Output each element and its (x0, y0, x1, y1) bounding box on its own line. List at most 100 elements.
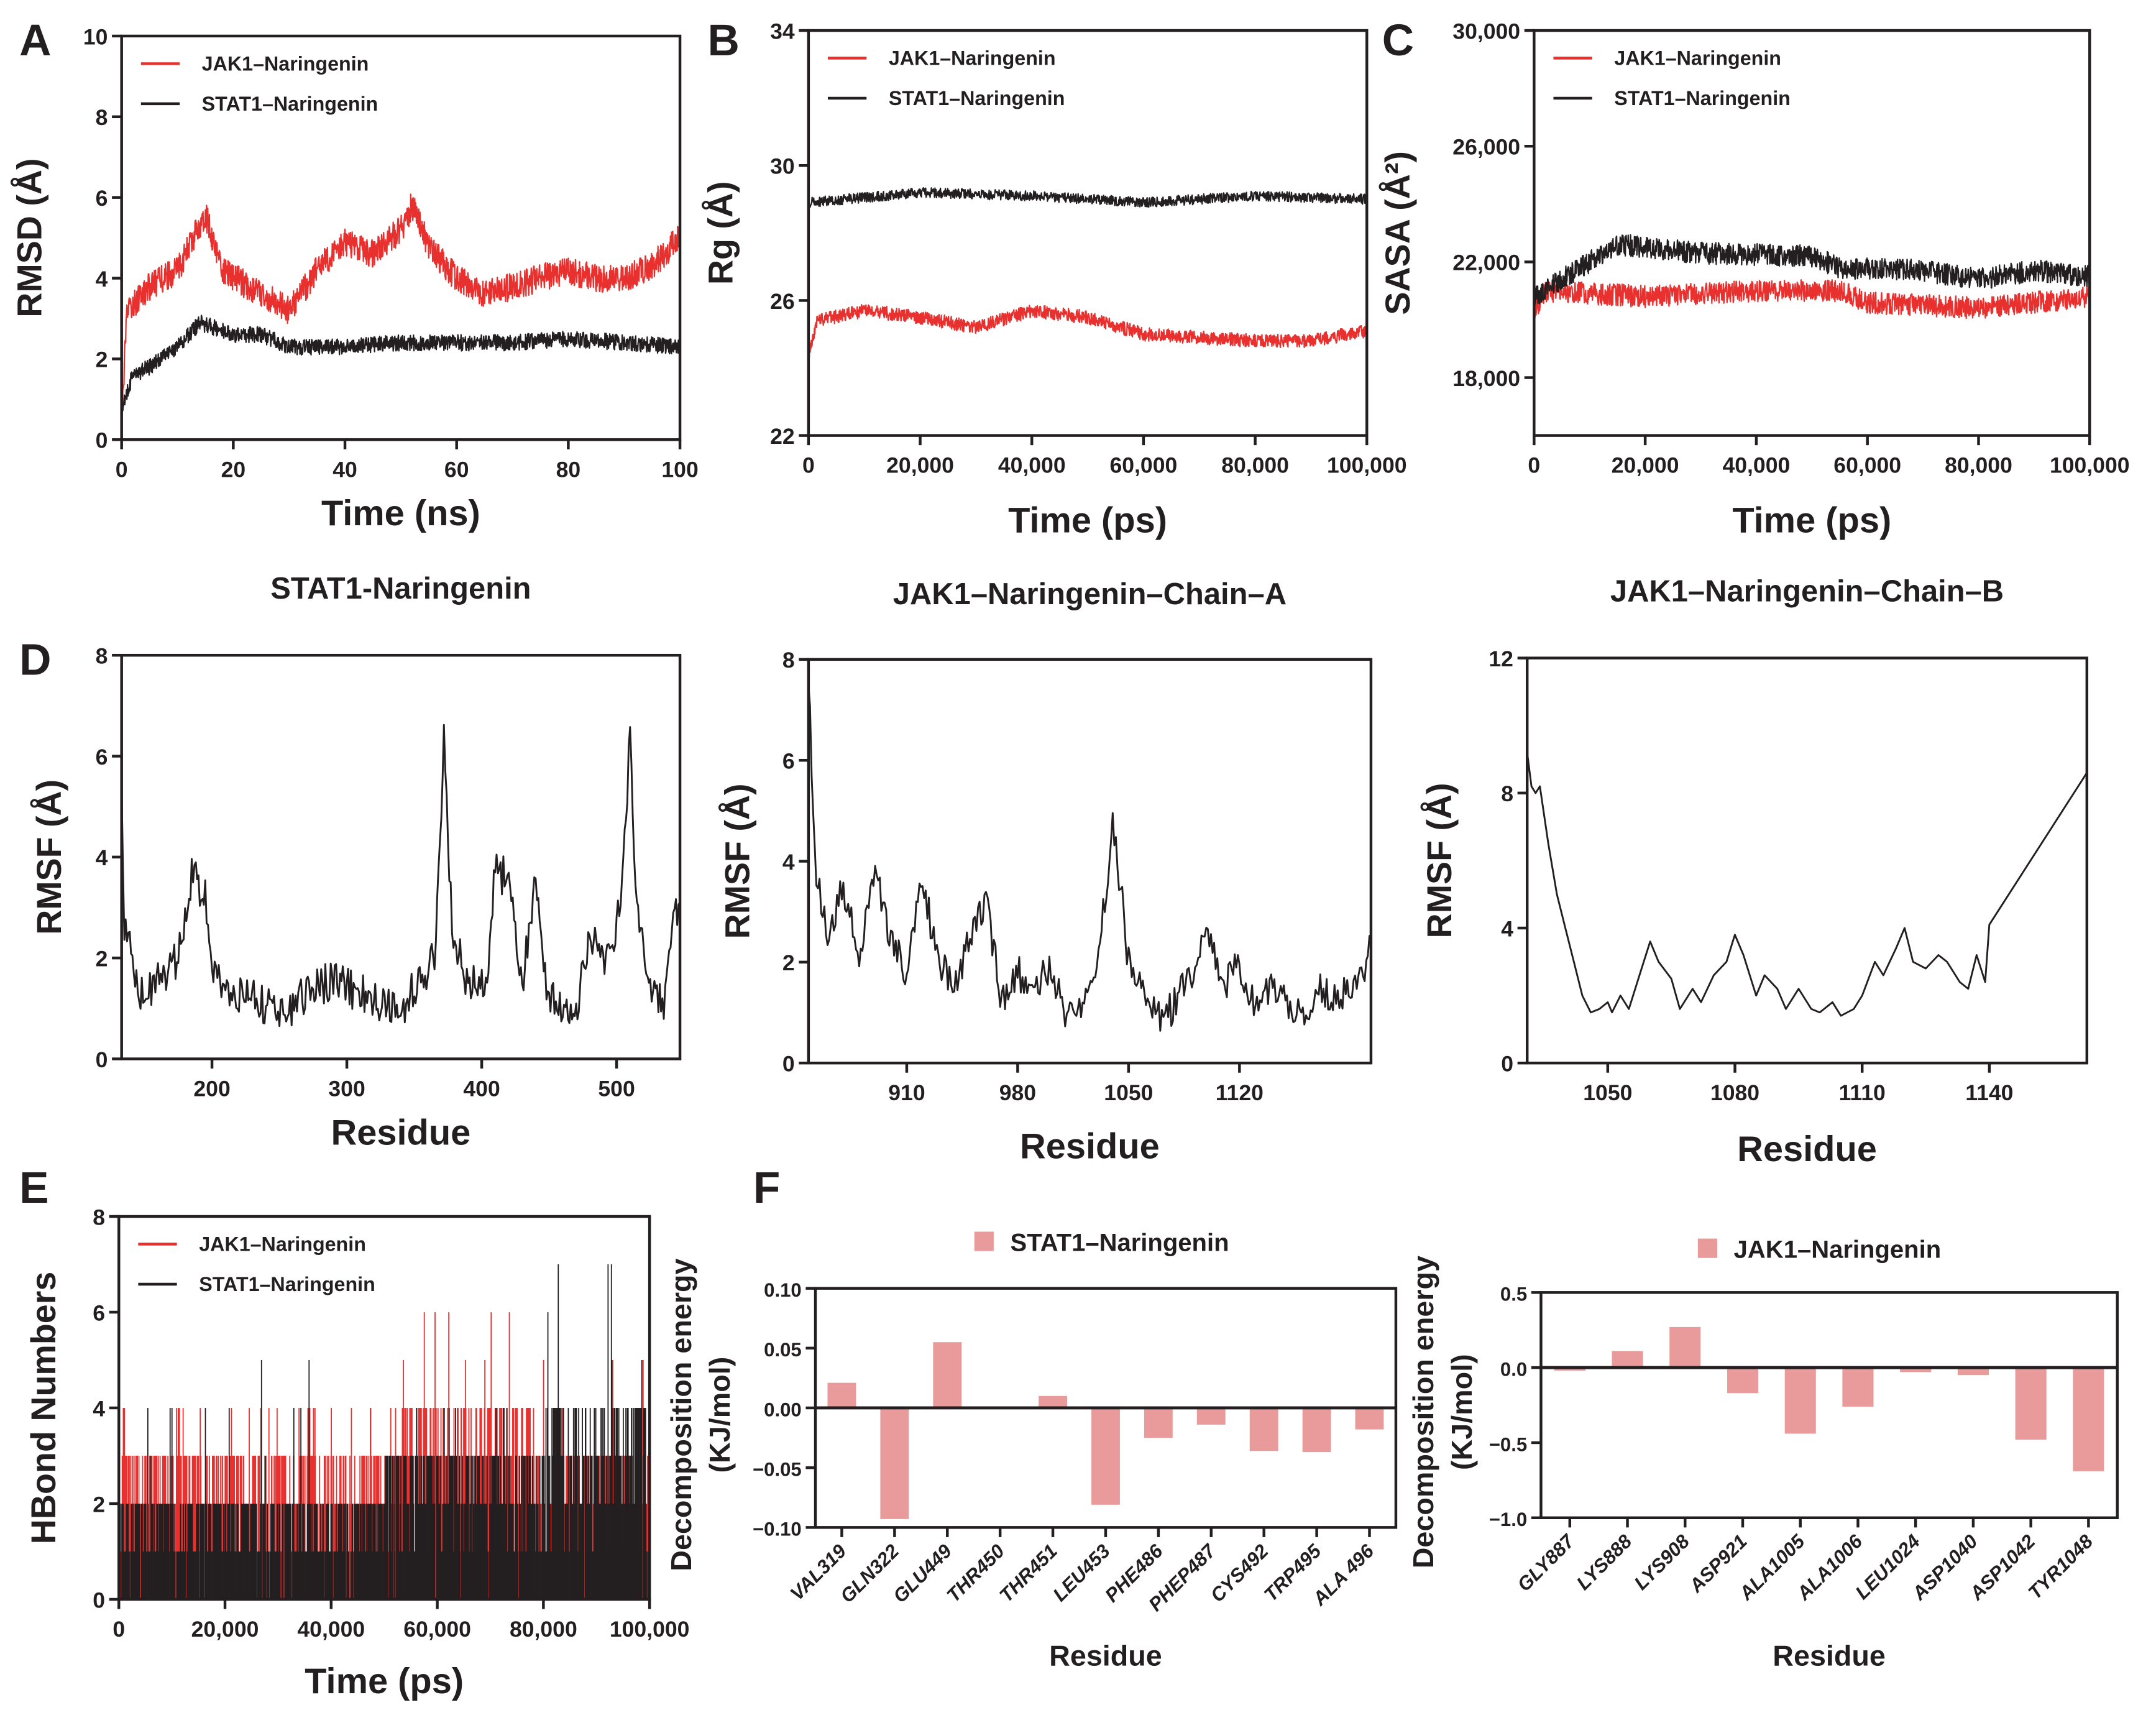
x-tick-label: LYS908 (1630, 1530, 1694, 1594)
plot-area (118, 1264, 650, 1599)
bar-asp1040 (1957, 1368, 1989, 1376)
y-tick-label: 0 (96, 1047, 108, 1072)
x-axis-label: Time (ns) (321, 494, 480, 533)
x-tick-label: 40,000 (1723, 453, 1791, 478)
plot-area (1533, 234, 2091, 319)
y-axis-label: (KJ/mol) (1446, 1354, 1478, 1470)
y-tick-label: 8 (93, 1205, 105, 1230)
panel-letter: B (708, 16, 740, 65)
plot-frame (1533, 29, 2091, 437)
y-tick-label: 0.0 (1500, 1358, 1527, 1380)
bar-asp921 (1727, 1368, 1759, 1394)
plot-area (1554, 1326, 2104, 1471)
x-axis-label: Residue (331, 1113, 470, 1152)
panel-letter: F (753, 1164, 780, 1213)
x-tick-label: 40 (333, 457, 357, 482)
x-tick-label: 80 (556, 457, 581, 482)
legend-label: STAT1–Naringenin (1011, 1230, 1229, 1257)
x-tick-label: 0 (116, 457, 128, 482)
y-tick-label: 0.10 (764, 1279, 802, 1301)
panel-d3: JAK1–Naringenin–Chain–B 0 4 8 12 1050 1080 1110… (1420, 574, 2089, 1169)
panel-b: B 22 26 30 34 0 20,000 40,000 60,000 80,000 100,00… (702, 16, 1407, 540)
legend-label: JAK1–Naringenin (1734, 1236, 1942, 1264)
bar-glu449 (933, 1342, 962, 1408)
y-tick-label: 0.5 (1500, 1284, 1527, 1305)
y-tick-label: 4 (782, 850, 795, 875)
y-tick-label: −0.05 (753, 1459, 802, 1481)
legend-swatch (1697, 1238, 1717, 1258)
x-tick-label: 40,000 (297, 1617, 365, 1642)
x-tick-label: 910 (888, 1080, 925, 1105)
y-axis-label: HBond Numbers (24, 1272, 63, 1544)
bar-lys908 (1669, 1326, 1701, 1368)
bar-val319 (827, 1382, 856, 1408)
x-tick-label: 40,000 (998, 453, 1066, 478)
x-axis-label: Time (ps) (305, 1662, 464, 1701)
y-tick-label: 2 (96, 347, 108, 372)
y-tick-label: 2 (93, 1492, 105, 1517)
plot-frame (1539, 1291, 2119, 1519)
panel-letter: A (19, 16, 51, 65)
y-tick-label: 4 (93, 1396, 105, 1421)
plot-area (121, 193, 681, 418)
y-tick-label: 8 (782, 648, 795, 673)
x-tick-label: 60,000 (1110, 453, 1178, 478)
y-axis-label: RMSD (Å) (11, 158, 49, 317)
x-tick-label: LYS888 (1572, 1530, 1636, 1594)
bar-ala1006 (1842, 1368, 1874, 1407)
y-tick-label: 0 (1501, 1052, 1513, 1077)
y-tick-label: 6 (96, 186, 108, 211)
panel-letter: D (19, 635, 51, 684)
legend-label: JAK1–Naringenin (202, 53, 369, 75)
bar-cys492 (1249, 1407, 1278, 1451)
legend-label: JAK1–Naringenin (889, 47, 1056, 70)
plot-frame (120, 34, 682, 441)
x-tick-label: 20,000 (1612, 453, 1679, 478)
panel-c: C 18,000 22,000 26,000 30,000 0 20,000 40,000 60… (1378, 16, 2129, 540)
y-tick-label: 34 (770, 19, 795, 44)
x-tick-label: 80,000 (1945, 453, 2012, 478)
y-tick-label: 26,000 (1452, 135, 1520, 160)
y-tick-label: 4 (1501, 916, 1513, 941)
x-tick-label: 400 (463, 1077, 500, 1101)
y-tick-label: 0.00 (764, 1399, 802, 1420)
y-tick-label: 6 (96, 745, 108, 770)
x-tick-label: 1050 (1104, 1080, 1153, 1105)
y-tick-label: −0.10 (753, 1519, 802, 1540)
y-axis-label: RMSF (Å) (718, 783, 756, 939)
x-tick-label: 60,000 (403, 1617, 471, 1642)
series-line-stat1-naringenin (1533, 234, 2091, 305)
y-tick-label: 8 (96, 105, 108, 130)
plot-frame (120, 653, 682, 1060)
y-tick-label: 30 (770, 154, 795, 179)
x-tick-label: GLU449 (889, 1540, 956, 1607)
panel-letter: E (19, 1164, 48, 1213)
x-tick-label: THR451 (995, 1540, 1062, 1607)
bar-trp495 (1302, 1407, 1331, 1453)
y-axis-label: (KJ/mol) (704, 1357, 736, 1473)
x-tick-label: 1140 (1965, 1080, 2013, 1105)
y-tick-label: 8 (96, 644, 108, 669)
legend-swatch (974, 1231, 994, 1251)
plot-area (1526, 752, 2088, 1017)
x-tick-label: 980 (999, 1080, 1036, 1105)
x-tick-label: 20 (221, 457, 246, 482)
bar-ala1005 (1784, 1368, 1816, 1434)
bar-thr451 (1039, 1395, 1067, 1408)
y-tick-label: 2 (96, 947, 108, 972)
y-tick-label: 8 (1501, 781, 1513, 806)
panel-letter: C (1382, 16, 1414, 65)
bar-phe486 (1144, 1407, 1173, 1438)
x-tick-label: 0 (802, 453, 815, 478)
y-tick-label: 22,000 (1452, 251, 1520, 275)
x-tick-label: 0 (1528, 453, 1540, 478)
x-axis-label: Residue (1020, 1127, 1160, 1167)
x-tick-label: 100,000 (2050, 453, 2130, 478)
x-tick-label: 100,000 (1327, 453, 1407, 478)
bar-gln322 (880, 1407, 909, 1519)
y-axis-label: RMSF (Å) (30, 779, 68, 935)
bar-ala496 (1355, 1407, 1384, 1430)
x-tick-label: 500 (598, 1077, 635, 1101)
plot-area (827, 1342, 1384, 1519)
bar-phep487 (1196, 1407, 1226, 1425)
